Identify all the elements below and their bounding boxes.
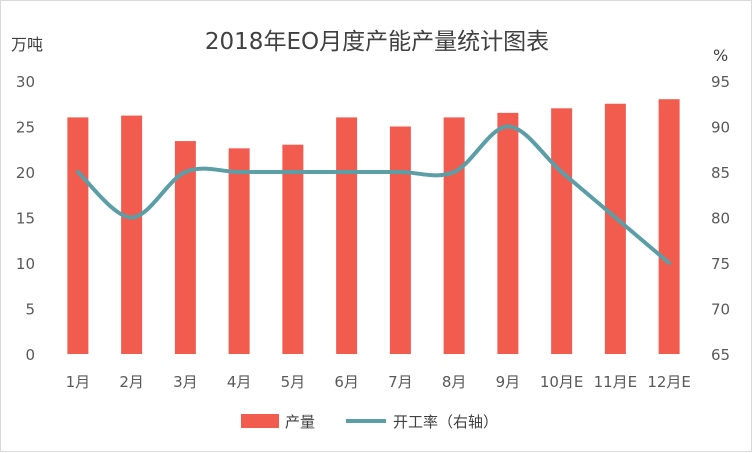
- x-tick-label: 4月: [227, 373, 252, 391]
- x-tick-label: 8月: [442, 373, 467, 391]
- bar-production: [658, 99, 680, 354]
- legend-line-label: 开工率（右轴）: [393, 413, 498, 431]
- left-tick-label: 15: [16, 210, 35, 228]
- bar-production: [604, 103, 626, 354]
- x-tick-label: 6月: [334, 373, 359, 391]
- bar-production: [551, 108, 573, 354]
- left-tick-label: 5: [25, 301, 35, 319]
- x-tick-label: 9月: [496, 373, 521, 391]
- line-series: [75, 124, 672, 265]
- legend-bar-label: 产量: [285, 413, 315, 431]
- right-tick-label: 90: [711, 119, 730, 137]
- bar-production: [67, 117, 89, 355]
- x-tick-label: 7月: [388, 373, 413, 391]
- right-tick-label: 95: [711, 73, 730, 91]
- x-tick-label: 2月: [119, 373, 144, 391]
- left-tick-label: 0: [25, 346, 35, 364]
- right-tick-label: 65: [711, 346, 730, 364]
- x-tick-label: 11月E: [594, 373, 638, 391]
- bar-production: [282, 144, 304, 354]
- bar-production: [497, 112, 519, 354]
- right-tick-label: 80: [711, 210, 730, 228]
- x-tick-label: 12月E: [647, 373, 691, 391]
- x-axis-labels: 1月 2月 3月 4月 5月 6月 7月 8月 9月 10月E 11月E 12月E: [66, 373, 691, 391]
- right-tick-label: 75: [711, 255, 730, 273]
- left-axis-ticks: 0 5 10 15 20 25 30: [16, 73, 35, 364]
- bar-production: [389, 126, 411, 354]
- bar-production: [443, 117, 465, 355]
- bar-production: [228, 148, 250, 354]
- bar-production: [336, 117, 358, 355]
- legend-bar-swatch: [241, 414, 279, 428]
- right-tick-label: 85: [711, 164, 730, 182]
- left-tick-label: 30: [16, 73, 35, 91]
- left-axis-unit: 万吨: [11, 35, 43, 54]
- bar-production: [174, 141, 196, 354]
- left-tick-label: 10: [16, 255, 35, 273]
- legend: 产量 开工率（右轴）: [241, 413, 498, 431]
- x-tick-label: 5月: [281, 373, 306, 391]
- x-tick-label: 10月E: [540, 373, 584, 391]
- bar-series: [67, 99, 680, 355]
- right-axis-ticks: 65 70 75 80 85 90 95: [711, 73, 730, 364]
- utilization-line: [75, 124, 672, 265]
- right-tick-label: 70: [711, 301, 730, 319]
- x-tick-label: 1月: [66, 373, 91, 391]
- right-axis-unit: %: [713, 46, 728, 65]
- chart-title: 2018年EO月度产能产量统计图表: [205, 29, 549, 55]
- left-tick-label: 20: [16, 164, 35, 182]
- bar-production: [121, 115, 143, 354]
- left-tick-label: 25: [16, 119, 35, 137]
- x-tick-label: 3月: [173, 373, 198, 391]
